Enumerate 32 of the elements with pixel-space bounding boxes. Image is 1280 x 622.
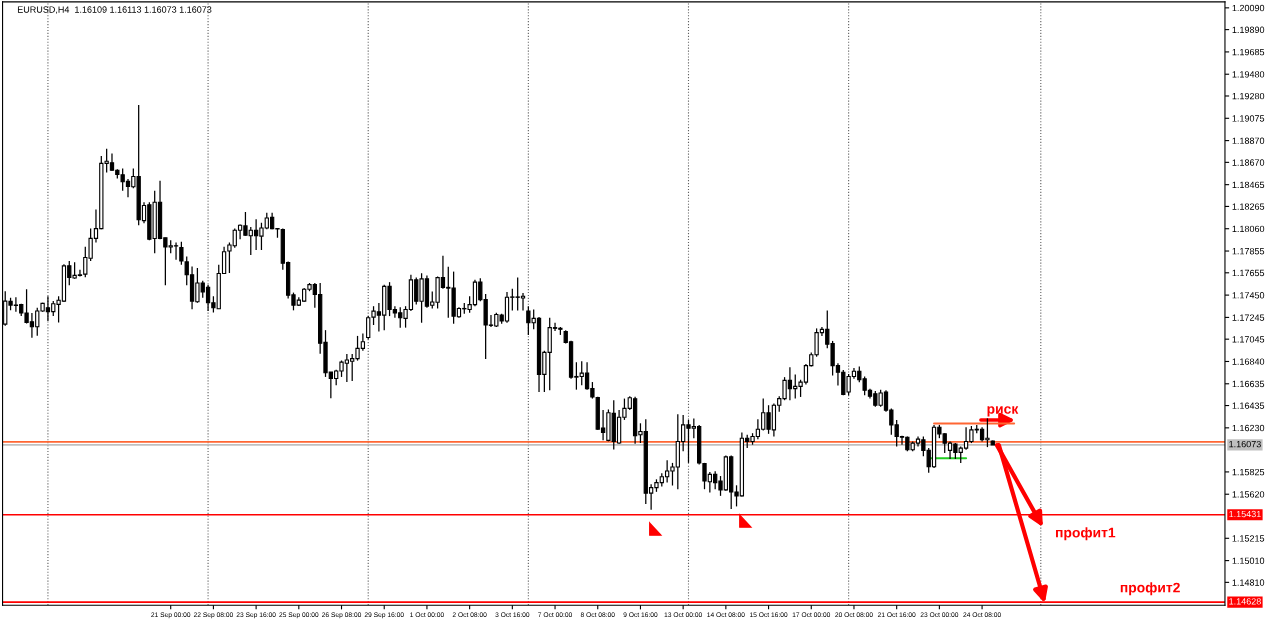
y-tick-label: 1.18060	[1232, 225, 1265, 233]
annotation: профит1	[1056, 527, 1116, 541]
y-tick-label: 1.18870	[1232, 137, 1265, 144]
y-tick-label: 1.18670	[1232, 159, 1265, 166]
y-tick-label: 1.17245	[1232, 314, 1265, 321]
y-tick-label: 1.14810	[1232, 579, 1265, 586]
y-tick-label: 1.16635	[1232, 380, 1265, 388]
y-tick-label: 1.15620	[1232, 491, 1265, 498]
y-tick-label: 1.19685	[1232, 48, 1265, 56]
ref-line-label: 1.15431	[1229, 510, 1261, 518]
y-tick-label: 1.15215	[1232, 535, 1265, 542]
chart-title: EURUSD,H4 1.16109 1.16113 1.16073 1.16073	[17, 6, 212, 14]
y-tick-label: 1.20090	[1232, 4, 1265, 12]
y-tick-label: 1.19480	[1232, 71, 1265, 78]
y-tick-label: 1.17655	[1232, 269, 1265, 277]
y-tick-label: 1.17855	[1232, 248, 1265, 255]
y-tick-label: 1.15825	[1232, 468, 1265, 476]
y-tick-label: 1.18265	[1232, 203, 1265, 210]
y-tick-label: 1.17045	[1232, 336, 1265, 343]
y-tick-label: 1.19075	[1232, 115, 1265, 122]
ref-line-label: 1.16073	[1229, 440, 1261, 448]
y-tick-label: 1.17450	[1232, 292, 1265, 299]
y-tick-label: 1.18465	[1232, 181, 1265, 189]
y-tick-label: 1.16435	[1232, 402, 1265, 409]
annotation: профит2	[1120, 582, 1180, 596]
y-tick-label: 1.19890	[1232, 26, 1265, 33]
ref-line-label: 1.14628	[1229, 598, 1261, 605]
annotation: риск	[987, 406, 1019, 417]
y-tick-label: 1.16230	[1232, 424, 1265, 432]
y-tick-label: 1.16840	[1232, 358, 1265, 365]
y-tick-label: 1.19280	[1232, 92, 1265, 100]
y-tick-label: 1.15010	[1232, 557, 1265, 564]
